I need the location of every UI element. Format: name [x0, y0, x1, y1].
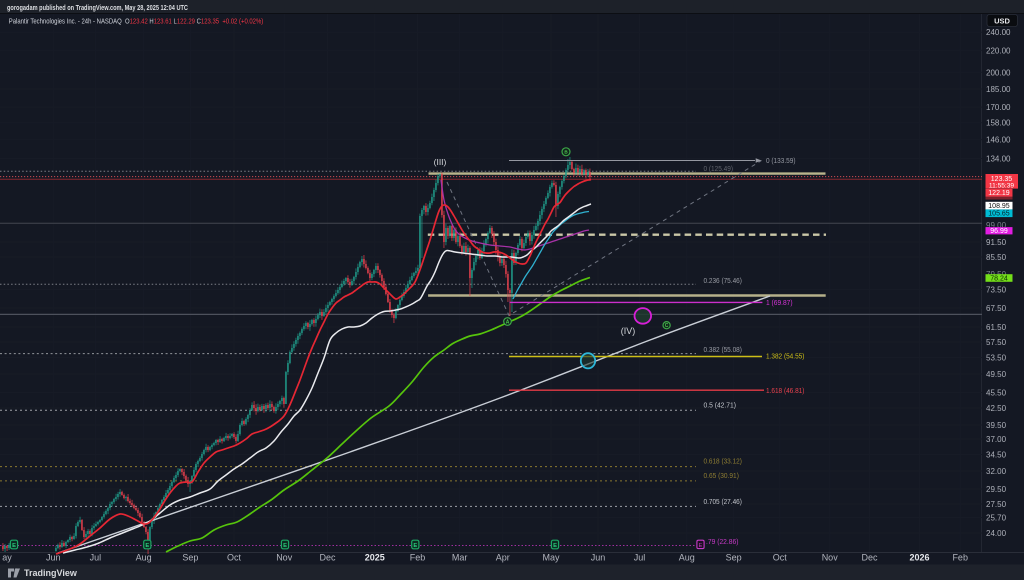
svg-text:2025: 2025	[365, 553, 385, 563]
svg-text:C: C	[665, 323, 669, 329]
svg-text:0.382 (55.08): 0.382 (55.08)	[704, 345, 742, 354]
svg-text:37.00: 37.00	[986, 435, 1007, 444]
svg-text:E: E	[413, 543, 417, 549]
svg-text:146.00: 146.00	[986, 136, 1011, 145]
svg-text:Oct: Oct	[773, 553, 788, 563]
svg-text:108.95: 108.95	[988, 203, 1010, 210]
svg-text:Aug: Aug	[679, 553, 695, 563]
svg-text:Feb: Feb	[952, 553, 968, 563]
svg-text:May: May	[542, 553, 560, 563]
svg-text:Oct: Oct	[227, 553, 242, 563]
svg-text:85.50: 85.50	[986, 253, 1007, 262]
svg-text:2026: 2026	[909, 553, 929, 563]
svg-text:200.00: 200.00	[986, 68, 1011, 77]
svg-text:42.50: 42.50	[986, 404, 1007, 413]
svg-text:Palantir Technologies Inc. - 2: Palantir Technologies Inc. - 24h - NASDA…	[9, 16, 264, 25]
svg-text:1 (69.87): 1 (69.87)	[766, 298, 793, 307]
svg-text:27.50: 27.50	[986, 500, 1007, 509]
svg-text:Sep: Sep	[726, 553, 742, 563]
svg-text:0 (133.59): 0 (133.59)	[766, 156, 796, 165]
svg-text:TradingView: TradingView	[24, 568, 78, 578]
svg-text:Mar: Mar	[452, 553, 468, 563]
svg-text:91.50: 91.50	[986, 238, 1007, 247]
svg-text:34.50: 34.50	[986, 451, 1007, 460]
svg-text:32.00: 32.00	[986, 467, 1007, 476]
svg-text:Jun: Jun	[591, 553, 606, 563]
svg-text:0 (125.49): 0 (125.49)	[704, 164, 734, 173]
svg-text:Jul: Jul	[634, 553, 646, 563]
svg-text:99.00: 99.00	[986, 221, 1007, 230]
svg-text:Apr: Apr	[496, 553, 510, 563]
svg-text:(IV): (IV)	[621, 326, 636, 336]
svg-text:Nov: Nov	[822, 553, 839, 563]
svg-text:0.618 (33.12): 0.618 (33.12)	[704, 456, 742, 465]
svg-text:Dec: Dec	[319, 553, 336, 563]
svg-text:Jul: Jul	[90, 553, 102, 563]
svg-text:0.705 (27.46): 0.705 (27.46)	[704, 497, 742, 506]
svg-text:105.65: 105.65	[988, 211, 1010, 218]
svg-text:E: E	[553, 543, 557, 549]
svg-text:gorogadam published on Trading: gorogadam published on TradingView.com, …	[7, 3, 188, 12]
svg-text:96.99: 96.99	[990, 228, 1008, 235]
svg-text:Sep: Sep	[182, 553, 198, 563]
svg-text:.79 (22.86): .79 (22.86)	[706, 537, 739, 546]
svg-text:1.618 (46.81): 1.618 (46.81)	[766, 386, 804, 395]
svg-text:24.00: 24.00	[986, 529, 1007, 538]
svg-text:158.00: 158.00	[986, 119, 1011, 128]
svg-text:ay: ay	[2, 553, 12, 563]
svg-text:E: E	[699, 543, 703, 549]
svg-text:78.24: 78.24	[990, 275, 1008, 282]
svg-text:25.70: 25.70	[986, 514, 1007, 523]
svg-text:73.50: 73.50	[986, 286, 1007, 295]
svg-text:170.00: 170.00	[986, 103, 1011, 112]
svg-text:134.00: 134.00	[986, 155, 1011, 164]
svg-text:67.50: 67.50	[986, 304, 1007, 313]
svg-text:A: A	[506, 319, 510, 325]
svg-text:Nov: Nov	[276, 553, 293, 563]
svg-text:0.236 (75.46): 0.236 (75.46)	[704, 276, 742, 285]
svg-text:Aug: Aug	[136, 553, 152, 563]
svg-text:39.50: 39.50	[986, 421, 1007, 430]
svg-text:123.35: 123.35	[991, 176, 1013, 183]
svg-text:(III): (III)	[434, 157, 447, 167]
svg-text:240.00: 240.00	[986, 28, 1011, 37]
svg-text:29.50: 29.50	[986, 485, 1007, 494]
svg-text:0.5 (42.71): 0.5 (42.71)	[704, 400, 737, 409]
svg-text:Jun: Jun	[46, 553, 61, 563]
svg-text:220.00: 220.00	[986, 46, 1011, 55]
svg-text:53.50: 53.50	[986, 354, 1007, 363]
svg-text:122.19: 122.19	[988, 190, 1010, 197]
svg-text:61.50: 61.50	[986, 323, 1007, 332]
svg-text:45.50: 45.50	[986, 389, 1007, 398]
svg-text:E: E	[12, 543, 16, 549]
svg-text:Feb: Feb	[410, 553, 426, 563]
svg-text:57.50: 57.50	[986, 338, 1007, 347]
svg-text:USD: USD	[994, 16, 1010, 25]
svg-text:E: E	[145, 543, 149, 549]
svg-text:11:55:39: 11:55:39	[989, 183, 1015, 190]
svg-text:E: E	[283, 543, 287, 549]
svg-text:185.00: 185.00	[986, 85, 1011, 94]
svg-text:49.50: 49.50	[986, 370, 1007, 379]
svg-text:0.65 (30.91): 0.65 (30.91)	[704, 471, 739, 480]
svg-text:1.382 (54.55): 1.382 (54.55)	[766, 351, 804, 360]
svg-text:Dec: Dec	[861, 553, 878, 563]
svg-text:B: B	[564, 149, 568, 154]
